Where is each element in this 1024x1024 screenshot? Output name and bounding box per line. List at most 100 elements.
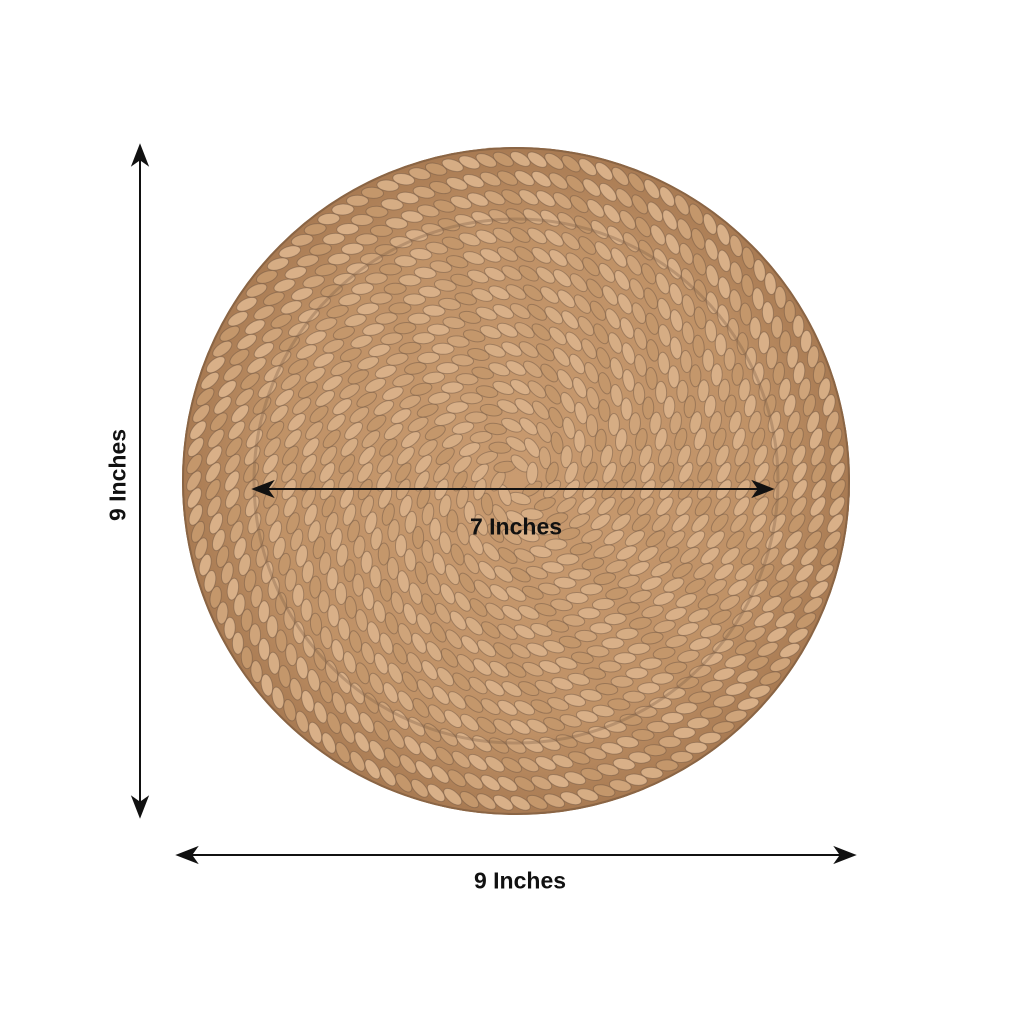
weave-leaf bbox=[653, 620, 676, 634]
weave-leaf bbox=[322, 375, 343, 392]
weave-leaf bbox=[257, 380, 277, 399]
weave-leaf bbox=[475, 306, 498, 321]
weave-leaf bbox=[267, 651, 281, 675]
weave-leaf bbox=[250, 528, 265, 552]
weave-leaf bbox=[262, 453, 279, 475]
weave-leaf bbox=[669, 283, 683, 306]
weave-leaf bbox=[765, 346, 778, 370]
weave-leaf bbox=[471, 211, 493, 226]
weave-leaf bbox=[594, 162, 614, 181]
weave-leaf bbox=[198, 553, 212, 577]
weave-leaf bbox=[622, 369, 635, 392]
weave-leaf bbox=[207, 428, 225, 449]
weave-leaf bbox=[399, 754, 417, 774]
weave-leaf bbox=[758, 378, 771, 401]
weave-leaf bbox=[729, 261, 743, 285]
weave-leaf bbox=[412, 185, 436, 199]
weave-leaf bbox=[266, 615, 279, 639]
weave-leaf bbox=[674, 702, 698, 715]
weave-leaf bbox=[263, 437, 281, 457]
weave-leaf bbox=[374, 364, 397, 379]
plate-inner-rim bbox=[252, 217, 780, 745]
weave-leaf bbox=[325, 660, 339, 683]
inner-diameter-arrow bbox=[251, 479, 775, 499]
weave-leaf bbox=[748, 684, 771, 699]
weave-leaf bbox=[456, 522, 470, 546]
weave-leaf bbox=[640, 576, 663, 591]
weave-leaf bbox=[468, 533, 484, 556]
weave-leaf bbox=[359, 252, 383, 265]
weave-leaf bbox=[223, 616, 236, 640]
weave-leaf bbox=[505, 662, 527, 678]
weave-leaf bbox=[468, 676, 488, 695]
weave-leaf bbox=[548, 172, 569, 190]
weave-leaf bbox=[650, 224, 666, 246]
weave-leaf bbox=[551, 677, 574, 691]
weave-leaf bbox=[346, 262, 369, 275]
weave-leaf bbox=[379, 578, 393, 602]
weave-leaf bbox=[368, 739, 385, 761]
weave-leaf bbox=[402, 602, 418, 625]
weave-leaf bbox=[547, 773, 570, 789]
weave-leaf bbox=[626, 254, 642, 276]
weave-leaf bbox=[421, 223, 444, 236]
weave-leaf bbox=[584, 747, 607, 761]
weave-leaf bbox=[209, 585, 222, 609]
weave-leaf bbox=[422, 304, 446, 317]
weave-leaf bbox=[509, 643, 531, 659]
weave-leaf bbox=[601, 637, 625, 650]
weave-leaf bbox=[341, 242, 364, 255]
weave-leaf bbox=[492, 304, 514, 319]
weave-leaf bbox=[590, 220, 609, 239]
weave-leaf bbox=[672, 562, 693, 579]
weave-leaf bbox=[800, 329, 813, 353]
weave-leaf bbox=[574, 401, 588, 425]
weave-leaf bbox=[702, 213, 718, 235]
weave-leaf bbox=[480, 698, 501, 715]
weave-leaf bbox=[282, 445, 299, 466]
weave-leaf bbox=[270, 404, 289, 424]
weave-leaf bbox=[451, 421, 475, 435]
weave-leaf bbox=[535, 266, 556, 284]
weave-leaf bbox=[509, 151, 531, 167]
weave-leaf bbox=[364, 759, 381, 780]
weave-leaf bbox=[272, 536, 286, 560]
weave-leaf bbox=[634, 428, 648, 451]
weave-leaf bbox=[313, 647, 327, 671]
weave-leaf bbox=[631, 194, 649, 215]
weave-leaf bbox=[586, 278, 604, 299]
weave-leaf bbox=[400, 210, 424, 223]
weave-leaf bbox=[438, 494, 452, 518]
weave-leaf bbox=[357, 356, 380, 371]
weave-leaf bbox=[448, 691, 467, 710]
weave-leaf bbox=[583, 667, 607, 680]
weave-leaf bbox=[532, 400, 550, 420]
weave-leaf bbox=[514, 246, 535, 263]
weave-leaf bbox=[488, 737, 510, 754]
weave-leaf bbox=[344, 595, 357, 619]
weave-leaf bbox=[340, 722, 356, 744]
weave-leaf bbox=[309, 612, 323, 636]
weave-leaf bbox=[751, 427, 766, 450]
weave-leaf bbox=[590, 513, 611, 530]
weave-leaf bbox=[467, 348, 490, 361]
weave-leaf bbox=[744, 626, 766, 642]
weave-leaf bbox=[454, 591, 471, 612]
weave-leaf bbox=[717, 249, 731, 272]
weave-leaf bbox=[569, 542, 593, 556]
weave-leaf bbox=[326, 712, 341, 734]
weave-leaf bbox=[655, 759, 679, 772]
weave-leaf bbox=[338, 293, 362, 307]
weave-leaf bbox=[752, 496, 770, 517]
weave-leaf bbox=[235, 388, 254, 407]
weave-leaf bbox=[250, 660, 263, 684]
weave-leaf bbox=[755, 563, 775, 582]
weave-leaf bbox=[374, 244, 398, 257]
weave-leaf bbox=[394, 534, 408, 558]
weave-leaf bbox=[292, 397, 312, 415]
weave-leaf bbox=[435, 602, 451, 624]
weave-leaf bbox=[412, 698, 430, 718]
weave-leaf bbox=[497, 623, 518, 640]
weave-leaf bbox=[555, 734, 578, 748]
weave-leaf bbox=[518, 681, 540, 697]
